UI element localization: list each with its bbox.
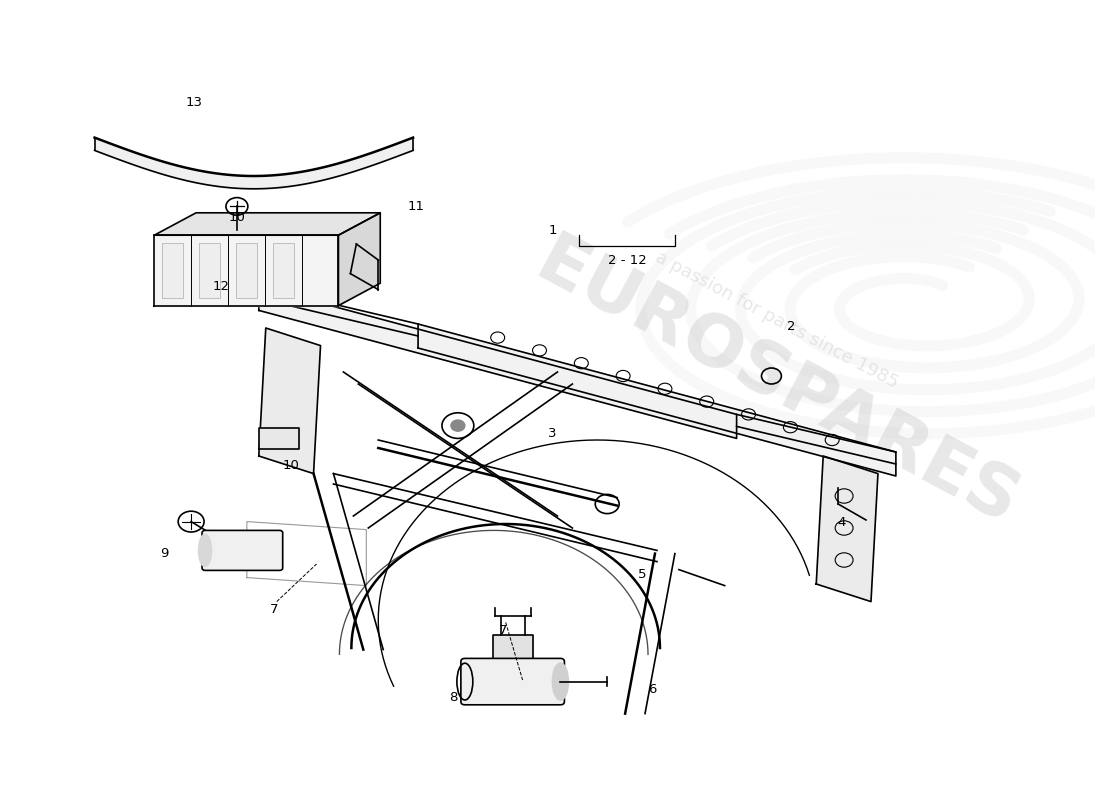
Ellipse shape <box>199 534 211 566</box>
Polygon shape <box>339 213 381 306</box>
FancyBboxPatch shape <box>202 530 283 570</box>
Text: 4: 4 <box>837 516 845 529</box>
Polygon shape <box>816 456 878 602</box>
Circle shape <box>451 420 465 431</box>
Text: 6: 6 <box>648 683 657 696</box>
Text: 2 - 12: 2 - 12 <box>607 254 647 267</box>
Text: 7: 7 <box>270 603 278 616</box>
Bar <box>199 243 220 298</box>
Ellipse shape <box>552 663 569 700</box>
Text: 13: 13 <box>186 96 202 109</box>
Polygon shape <box>154 213 381 235</box>
Polygon shape <box>493 635 532 662</box>
Text: 3: 3 <box>548 427 557 440</box>
Text: 12: 12 <box>212 280 230 293</box>
Bar <box>273 243 294 298</box>
Text: 8: 8 <box>449 691 458 704</box>
Text: 5: 5 <box>638 568 647 581</box>
Polygon shape <box>418 324 895 476</box>
Text: 1: 1 <box>548 224 557 237</box>
FancyBboxPatch shape <box>461 658 564 705</box>
Text: 10: 10 <box>229 211 245 224</box>
Polygon shape <box>258 328 320 474</box>
Text: 11: 11 <box>408 200 425 213</box>
Bar <box>235 243 256 298</box>
Text: 2: 2 <box>788 320 795 333</box>
Text: 7: 7 <box>498 624 507 637</box>
Polygon shape <box>258 286 737 438</box>
Text: 10: 10 <box>283 459 299 472</box>
Polygon shape <box>258 428 298 449</box>
Polygon shape <box>154 235 339 306</box>
Bar <box>163 243 184 298</box>
Text: EUROSPARES: EUROSPARES <box>524 228 1030 540</box>
Text: 9: 9 <box>161 547 168 560</box>
Text: a passion for parts since 1985: a passion for parts since 1985 <box>652 248 901 392</box>
